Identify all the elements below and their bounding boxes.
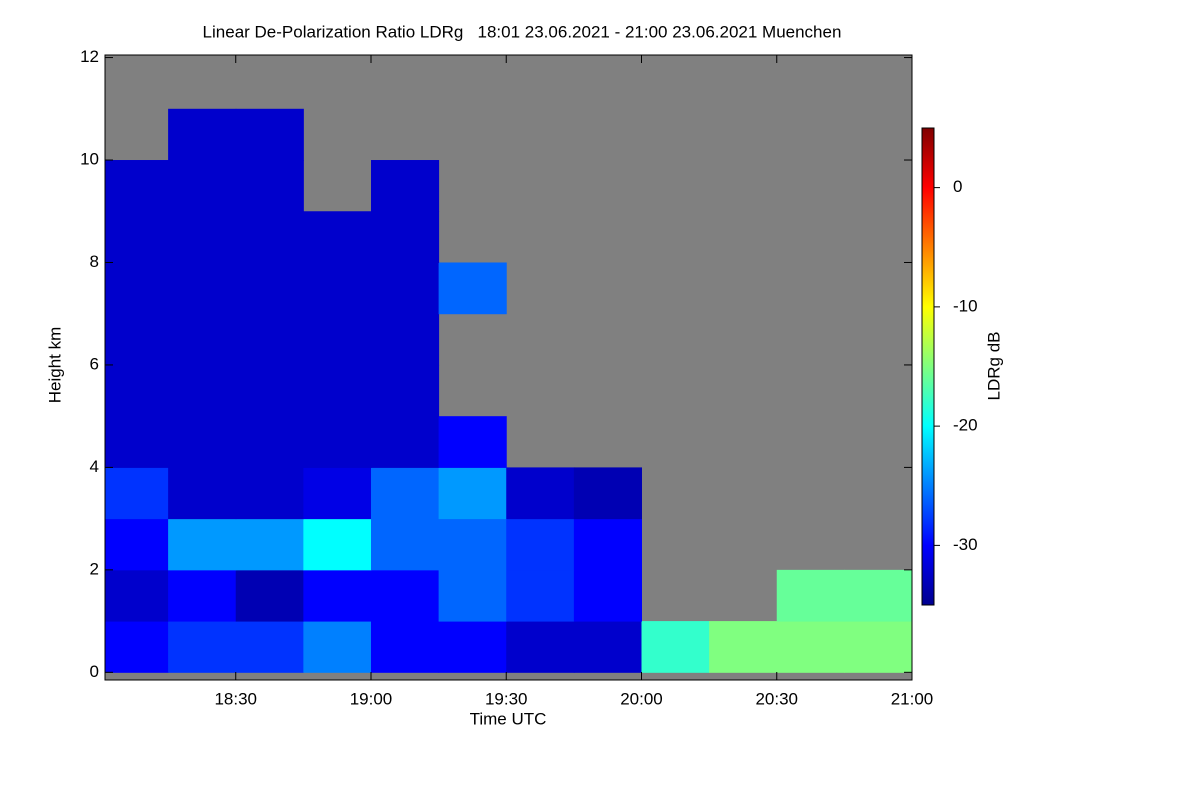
heatmap-cell <box>370 621 440 673</box>
y-tick-label: 2 <box>90 559 99 578</box>
colorbar <box>921 127 935 606</box>
heatmap-cell <box>235 518 304 571</box>
heatmap-cell <box>303 467 372 520</box>
heatmap-cell <box>573 569 642 622</box>
colorbar-tick-label: -30 <box>953 535 978 554</box>
heatmap-cell <box>168 467 237 520</box>
heatmap-cell <box>438 262 507 315</box>
x-tick-label: 20:30 <box>755 689 798 708</box>
heatmap-cell <box>506 569 575 622</box>
heatmap-cell <box>168 108 237 161</box>
heatmap-cell <box>168 160 237 212</box>
heatmap-cell <box>573 467 642 520</box>
heatmap-cell <box>168 621 237 673</box>
heatmap-cell <box>168 211 237 263</box>
y-tick-label: 6 <box>90 354 99 373</box>
y-tick-label: 12 <box>80 47 99 66</box>
y-tick-label: 8 <box>90 252 99 271</box>
colorbar-label: LDRg dB <box>984 332 1003 401</box>
heatmap-cell <box>438 467 507 520</box>
heatmap-cell <box>438 621 507 673</box>
plot-frame <box>104 54 913 681</box>
heatmap-cell <box>235 416 304 468</box>
heatmap-cell <box>303 262 372 315</box>
heatmap-cell <box>105 262 169 315</box>
heatmap-cell <box>105 467 169 520</box>
heatmap-cell <box>303 313 372 366</box>
heatmap-cell <box>370 364 440 417</box>
heatmap-cell <box>235 569 304 622</box>
x-tick-label: 19:00 <box>350 689 393 708</box>
heatmap-cell <box>235 621 304 673</box>
heatmap-cell <box>370 160 440 212</box>
heatmap-cell <box>168 262 237 315</box>
heatmap-cell <box>303 416 372 468</box>
heatmap-cell <box>105 211 169 263</box>
heatmap-cell <box>168 569 237 622</box>
heatmap-cell <box>776 569 845 622</box>
heatmap-cell <box>168 518 237 571</box>
heatmap-cell <box>168 416 237 468</box>
heatmap-cell <box>370 416 440 468</box>
heatmap-cell <box>438 569 507 622</box>
heatmap-cell <box>573 518 642 571</box>
heatmap-cell <box>844 621 912 673</box>
heatmap-cell <box>370 467 440 520</box>
heatmap-cell <box>303 569 372 622</box>
x-tick-label: 21:00 <box>891 689 934 708</box>
heatmap-cell <box>506 467 575 520</box>
heatmap-cell <box>641 621 710 673</box>
heatmap-cell <box>235 364 304 417</box>
y-tick-label: 0 <box>90 662 99 681</box>
heatmap-cell <box>370 313 440 366</box>
heatmap-cell <box>105 313 169 366</box>
colorbar-tick-label: 0 <box>953 177 962 196</box>
heatmap-cell <box>573 621 642 673</box>
heatmap-cell <box>506 518 575 571</box>
heatmap-cell <box>235 467 304 520</box>
colorbar-tick-label: -20 <box>953 416 978 435</box>
heatmap-cell <box>105 364 169 417</box>
heatmap-cell <box>303 364 372 417</box>
x-axis-label: Time UTC <box>470 709 547 728</box>
heatmap-cell <box>105 160 169 212</box>
heatmap-cell <box>105 416 169 468</box>
heatmap-cell <box>303 211 372 263</box>
heatmap-cell <box>438 416 507 468</box>
y-tick-label: 10 <box>80 150 99 169</box>
heatmap-cell <box>105 621 169 673</box>
heatmap-cell <box>776 621 845 673</box>
heatmap-cell <box>235 211 304 263</box>
heatmap-cell <box>370 518 440 571</box>
heatmap-cell <box>438 518 507 571</box>
heatmap-cell <box>235 262 304 315</box>
heatmap-cell <box>303 621 372 673</box>
heatmap-cell <box>370 569 440 622</box>
heatmap-cell <box>105 518 169 571</box>
heatmap-cell <box>303 518 372 571</box>
heatmap-cell <box>168 313 237 366</box>
y-tick-label: 4 <box>90 457 99 476</box>
heatmap-cell <box>844 569 912 622</box>
heatmap-cell <box>370 211 440 263</box>
heatmap-cell <box>168 364 237 417</box>
heatmap-cell <box>105 569 169 622</box>
heatmap-cell <box>235 313 304 366</box>
x-tick-label: 18:30 <box>214 689 257 708</box>
heatmap-cell <box>370 262 440 315</box>
heatmap-cell <box>709 621 778 673</box>
chart-title: Linear De-Polarization Ratio LDRg 18:01 … <box>203 22 842 41</box>
plot-area <box>105 55 912 680</box>
colorbar-tick-label: -10 <box>953 296 978 315</box>
heatmap-cell <box>506 621 575 673</box>
x-tick-label: 19:30 <box>485 689 528 708</box>
heatmap-cell <box>235 160 304 212</box>
x-tick-label: 20:00 <box>620 689 663 708</box>
y-axis-label: Height km <box>45 327 64 404</box>
heatmap-cell <box>235 108 304 161</box>
